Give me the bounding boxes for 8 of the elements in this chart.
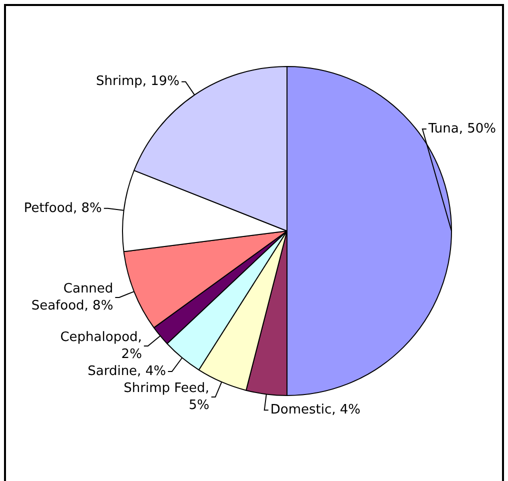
slice-label: Tuna, 50% bbox=[427, 121, 496, 136]
slice-label: Shrimp, 19% bbox=[96, 74, 180, 90]
slice-label: Cephalopod, 2% bbox=[60, 330, 142, 362]
slice-label: Shrimp Feed, 5% bbox=[124, 380, 210, 413]
slice-label: Canned Seafood, 8% bbox=[31, 281, 114, 314]
slice-label: Petfood, 8% bbox=[24, 200, 102, 216]
slice-label: Sardine, 4% bbox=[88, 364, 166, 379]
slice-label: Domestic, 4% bbox=[270, 402, 361, 418]
